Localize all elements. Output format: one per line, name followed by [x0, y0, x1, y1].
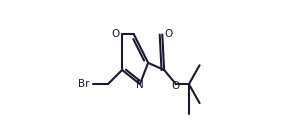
Text: O: O	[111, 30, 120, 39]
Text: O: O	[165, 30, 173, 39]
Text: Br: Br	[78, 79, 90, 89]
Text: O: O	[172, 81, 180, 91]
Text: N: N	[136, 80, 144, 90]
